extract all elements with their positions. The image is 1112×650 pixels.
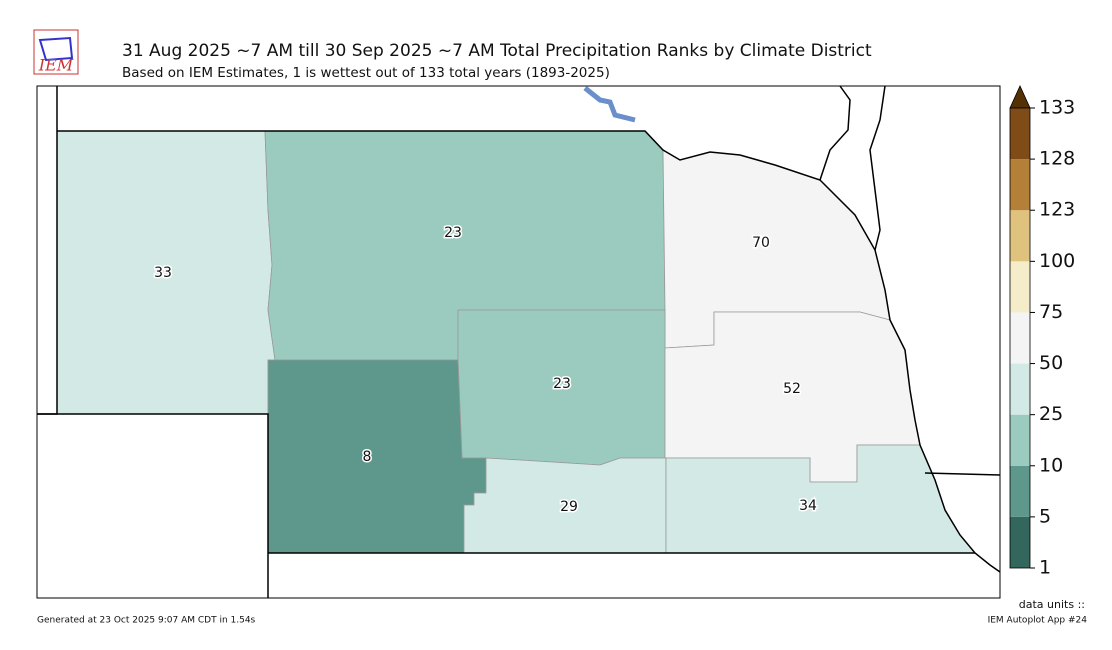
colorbar-extend: [1009, 85, 1031, 109]
colorbar-bin: [1010, 516, 1030, 568]
colorbar-bin: [1010, 261, 1030, 313]
district-label: 52: [783, 381, 801, 397]
title: 31 Aug 2025 ~7 AM till 30 Sep 2025 ~7 AM…: [122, 41, 872, 61]
colorbar-tick-label: 5: [1039, 505, 1051, 527]
colorbar-bin: [1010, 108, 1030, 160]
colorbar-tick-label: 1: [1039, 557, 1051, 579]
state-borders: [37, 85, 1001, 598]
colorbar-tick-label: 10: [1039, 454, 1063, 476]
district-label: 33: [154, 265, 172, 281]
logo-shape: [38, 36, 74, 62]
colorbar-tick-label: 128: [1039, 148, 1075, 170]
app-label: IEM Autoplot App #24: [988, 616, 1088, 626]
district-label: 70: [752, 235, 770, 251]
colorbar-tick-label: 50: [1039, 352, 1063, 374]
district-label: 23: [444, 225, 462, 241]
district-label: 34: [799, 498, 817, 514]
district-label: 29: [560, 499, 578, 515]
colorbar-bin: [1010, 210, 1030, 262]
river: [583, 86, 636, 123]
colorbar-bin: [1010, 312, 1030, 364]
district-label: 23: [553, 376, 571, 392]
colorbar-tick-label: 133: [1039, 97, 1075, 119]
colorbar-tick-label: 75: [1039, 301, 1063, 323]
logo-text: IEM: [38, 56, 74, 75]
colorbar-bin: [1010, 465, 1030, 517]
colorbar-frame: [1009, 107, 1031, 569]
district: [267, 359, 487, 554]
colorbar-tick-label: 123: [1039, 199, 1075, 221]
colorbar-tick-label: 25: [1039, 403, 1063, 425]
district-label: 8: [363, 449, 372, 465]
colorbar-bin: [1010, 363, 1030, 415]
colorbar-bin: [1010, 414, 1030, 466]
colorbar-bin: [1010, 159, 1030, 211]
subtitle: Based on IEM Estimates, 1 is wettest out…: [122, 65, 610, 81]
colorbar-tick-label: 100: [1039, 250, 1075, 272]
units-label: data units ::: [1019, 598, 1085, 611]
generated-label: Generated at 23 Oct 2025 9:07 AM CDT in …: [37, 616, 256, 626]
